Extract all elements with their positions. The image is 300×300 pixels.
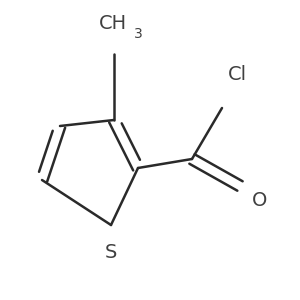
Text: CH: CH (99, 14, 127, 33)
Text: 3: 3 (134, 26, 142, 40)
Text: O: O (252, 191, 267, 211)
Text: Cl: Cl (228, 65, 247, 84)
Text: S: S (105, 243, 117, 262)
